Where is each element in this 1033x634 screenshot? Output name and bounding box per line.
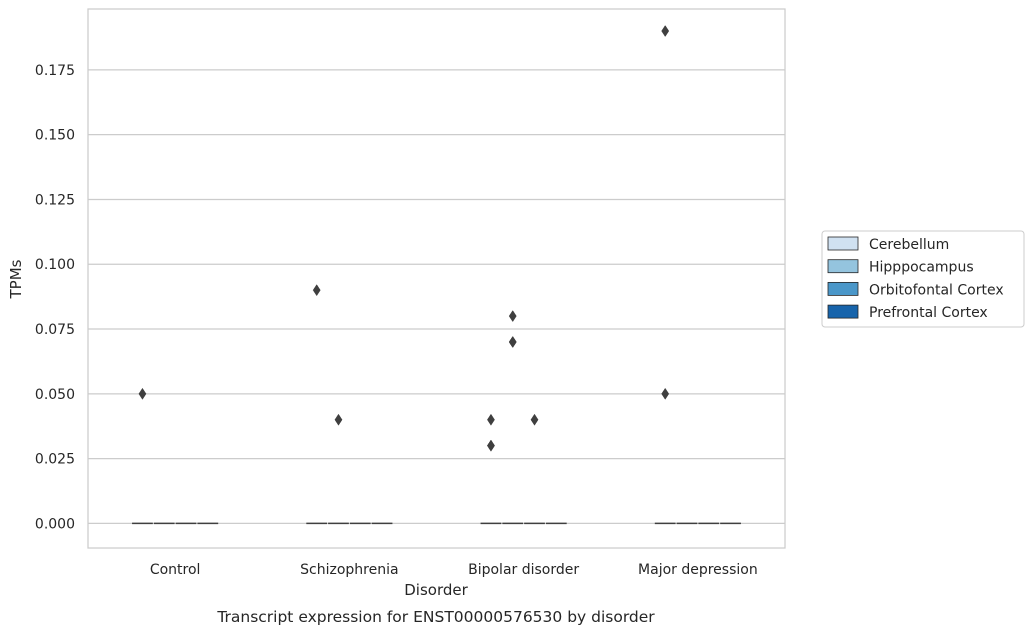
plot-background [88, 9, 785, 548]
legend-frame [821, 230, 1025, 328]
legend-label: Cerebellum [869, 237, 949, 253]
y-axis-title: TPMs [7, 259, 25, 299]
x-tick-label: Schizophrenia [300, 562, 398, 578]
y-tick-label: 0.000 [35, 516, 75, 532]
x-axis-title: Disorder [404, 581, 468, 599]
plot-frame [87, 8, 786, 549]
legend-swatch [827, 281, 859, 296]
y-tick-label: 0.175 [35, 63, 75, 79]
y-axis: 0.000 0.025 0.050 0.075 0.100 0.125 0.150 0.175 [35, 63, 75, 532]
outlier-point [661, 387, 670, 400]
legend-swatch [827, 259, 859, 274]
y-tick-label: 0.025 [35, 452, 75, 468]
y-tick-label: 0.100 [35, 257, 75, 273]
legend-label: Orbitofontal Cortex [869, 282, 1004, 298]
legend-label: Prefrontal Cortex [869, 305, 988, 321]
legend-label: Hipppocampus [869, 260, 974, 276]
outlier-point [487, 439, 495, 452]
figure-caption: Transcript expression for ENST0000057653… [216, 608, 655, 626]
legend-swatch [827, 304, 859, 319]
x-tick-label: Major depression [638, 562, 758, 578]
outlier-point [530, 413, 539, 426]
outlier-points [138, 25, 670, 452]
y-tick-label: 0.125 [35, 192, 75, 208]
outlier-point [508, 336, 517, 348]
legend: Cerebellum Hipppocampus Orbitofontal Corte… [821, 230, 1025, 328]
outlier-point [508, 310, 517, 323]
y-tick-label: 0.075 [35, 322, 75, 338]
legend-swatch [827, 236, 859, 251]
x-axis: Control Schizophrenia Bipolar disorder Majo… [150, 562, 758, 578]
y-gridlines [88, 69, 785, 525]
outlier-point [334, 413, 343, 426]
y-tick-label: 0.150 [35, 128, 75, 144]
x-tick-label: Bipolar disorder [468, 562, 579, 578]
outlier-point [138, 387, 147, 400]
outlier-point [312, 284, 321, 297]
y-tick-label: 0.050 [35, 387, 75, 403]
outlier-point [487, 413, 495, 426]
outlier-point [661, 25, 670, 37]
x-tick-label: Control [150, 562, 201, 578]
